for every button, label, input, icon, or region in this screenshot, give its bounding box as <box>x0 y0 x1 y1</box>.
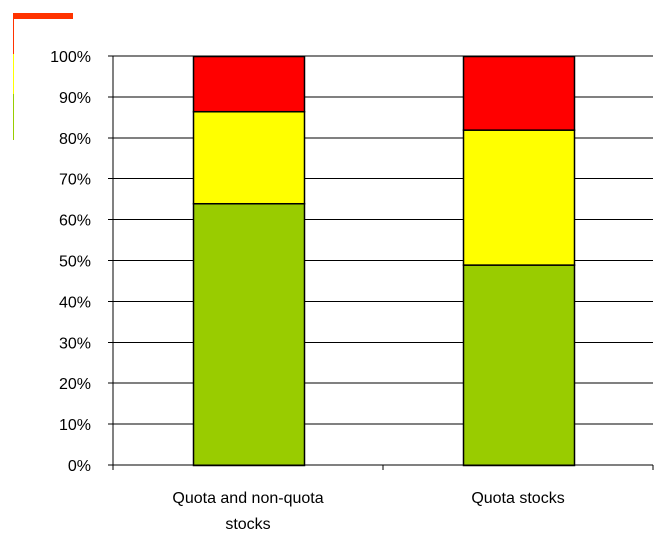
accent-line-middle <box>13 54 14 94</box>
y-tick-label: 0% <box>68 458 91 475</box>
bars-group <box>192 55 576 467</box>
y-tick-label: 60% <box>59 213 91 230</box>
bar-segment <box>192 55 306 113</box>
x-category-labels: Quota and non-quota stocks Quota stocks <box>172 490 564 533</box>
corner-accent-decoration <box>13 13 73 140</box>
axes-group <box>108 55 654 470</box>
y-tick-label: 10% <box>59 417 91 434</box>
y-tick-label: 70% <box>59 172 91 189</box>
bar-segment <box>462 264 576 467</box>
bar-segment <box>462 55 576 131</box>
bar-segment <box>192 110 306 205</box>
y-tick-label: 30% <box>59 335 91 352</box>
y-tick-label: 80% <box>59 131 91 148</box>
y-tick-label: 40% <box>59 294 91 311</box>
accent-line-bottom <box>13 94 14 140</box>
y-tick-label: 50% <box>59 254 91 271</box>
y-tick-label: 90% <box>59 90 91 107</box>
x-category-label: Quota stocks <box>471 490 564 507</box>
accent-line-top <box>13 19 14 54</box>
x-category-label: stocks <box>225 516 270 533</box>
y-tick-label: 20% <box>59 376 91 393</box>
y-tick-labels: 0% 10% 20% 30% 40% 50% 60% 70% 80% 90% 100% <box>50 49 91 475</box>
accent-bar <box>13 13 73 19</box>
bar-segment <box>462 129 576 266</box>
bar-segment <box>192 202 306 467</box>
y-tick-label: 100% <box>50 49 91 66</box>
x-category-label: Quota and non-quota <box>172 490 323 507</box>
